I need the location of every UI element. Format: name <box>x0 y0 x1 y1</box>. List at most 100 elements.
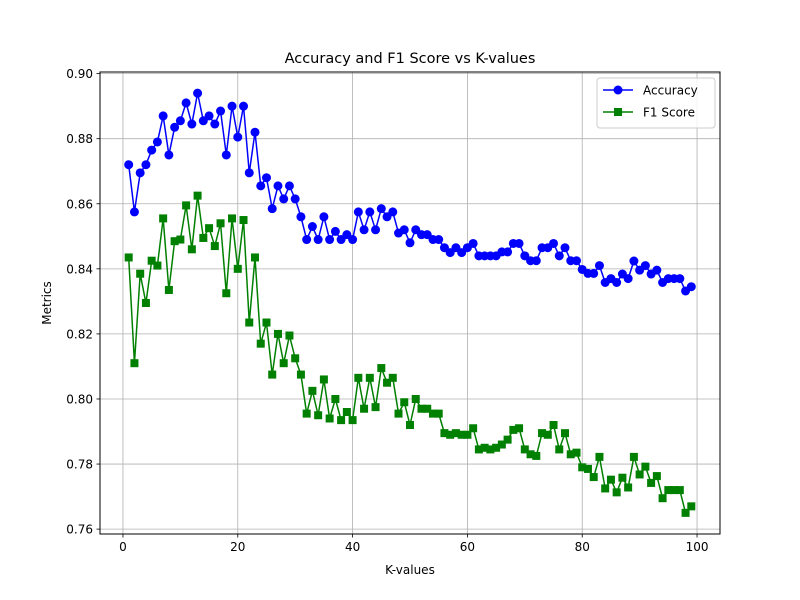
f1-score-point <box>342 407 351 416</box>
f1-score-point <box>687 502 696 511</box>
accuracy-point <box>652 265 662 275</box>
f1-score-point <box>578 463 587 472</box>
accuracy-point <box>279 194 289 204</box>
f1-score-point <box>314 411 323 420</box>
accuracy-point <box>640 261 650 271</box>
accuracy-point <box>405 238 415 248</box>
accuracy-point <box>594 261 604 271</box>
f1-score-point <box>664 486 673 495</box>
f1-score-point <box>509 425 518 434</box>
accuracy-point <box>129 207 139 217</box>
accuracy-point <box>623 274 633 284</box>
f1-score-point <box>520 445 529 454</box>
f1-score-point <box>124 253 133 262</box>
accuracy-point <box>290 194 300 204</box>
y-tick-label: 0.80 <box>66 392 93 406</box>
accuracy-point <box>273 181 283 191</box>
accuracy-point <box>187 119 197 129</box>
chart-title: Accuracy and F1 Score vs K-values <box>285 51 536 67</box>
f1-score-point <box>273 329 282 338</box>
accuracy-point <box>399 225 409 235</box>
accuracy-point <box>147 145 157 155</box>
accuracy-point <box>319 212 329 222</box>
accuracy-point <box>124 160 134 170</box>
f1-score-point <box>463 430 472 439</box>
f1-score-point <box>233 264 242 273</box>
accuracy-point <box>313 235 323 245</box>
f1-score-point <box>176 235 185 244</box>
f1-score-point <box>480 443 489 452</box>
accuracy-point <box>216 106 226 116</box>
accuracy-point <box>503 247 513 257</box>
f1-score-point <box>400 398 409 407</box>
f1-score-point <box>434 409 443 418</box>
f1-score-point <box>457 430 466 439</box>
f1-score-point <box>406 421 414 430</box>
f1-score-point <box>423 404 432 413</box>
x-tick-label: 0 <box>119 540 127 554</box>
accuracy-point <box>302 235 312 245</box>
accuracy-point <box>589 268 599 278</box>
f1-score-point <box>388 373 397 382</box>
f1-score-point <box>251 253 259 262</box>
f1-score-point <box>216 219 225 228</box>
accuracy-point <box>239 101 249 111</box>
f1-score-point <box>555 445 564 454</box>
legend-accuracy-label: Accuracy <box>643 84 698 98</box>
f1-score-point <box>612 488 621 497</box>
x-axis-label: K-values <box>385 563 435 577</box>
f1-score-point <box>296 370 305 379</box>
f1-score-point <box>440 429 449 438</box>
f1-score-point <box>497 440 506 449</box>
accuracy-point <box>261 173 271 183</box>
series-layer <box>124 88 696 517</box>
f1-score-point <box>360 404 369 413</box>
accuracy-point <box>284 181 294 191</box>
accuracy-point <box>152 137 162 147</box>
accuracy-point <box>250 127 260 137</box>
accuracy-point <box>175 116 185 126</box>
f1-score-point <box>647 478 656 487</box>
plot-area-frame <box>99 71 721 535</box>
accuracy-point <box>164 150 174 160</box>
f1-score-point <box>193 191 202 200</box>
f1-score-point <box>641 462 650 471</box>
y-tick-label: 0.88 <box>66 132 93 146</box>
accuracy-point <box>514 238 524 248</box>
f1-score-point <box>279 359 288 368</box>
accuracy-point <box>554 251 564 261</box>
accuracy-point <box>359 225 369 235</box>
f1-score-point <box>331 394 340 403</box>
f1-score-point <box>618 473 627 482</box>
f1-score-point <box>239 216 248 225</box>
f1-score-point <box>417 404 426 413</box>
legend-f1-marker <box>614 108 622 116</box>
f1-score-point <box>141 299 150 307</box>
y-tick-label: 0.76 <box>66 523 93 537</box>
accuracy-point <box>388 207 398 217</box>
f1-score-point <box>583 464 592 473</box>
y-tick-label: 0.86 <box>66 197 93 211</box>
f1-score-point <box>635 470 644 479</box>
f1-score-point <box>222 289 231 298</box>
f1-score-point <box>245 318 254 327</box>
f1-score-point <box>451 429 460 438</box>
f1-score-point <box>601 484 610 493</box>
accuracy-point <box>612 278 622 288</box>
legend-f1-label: F1 Score <box>643 106 695 120</box>
f1-score-point <box>371 403 380 412</box>
legend: Accuracy F1 Score <box>596 77 716 129</box>
x-tick-label: 100 <box>686 540 709 554</box>
f1-score-point <box>561 429 569 438</box>
accuracy-point <box>434 235 444 245</box>
y-tick-label: 0.78 <box>66 458 93 472</box>
f1-score-point <box>325 414 334 423</box>
f1-score-point <box>492 443 501 452</box>
f1-score-point <box>474 445 483 454</box>
f1-score-point <box>228 214 237 223</box>
f1-score-point <box>572 448 581 457</box>
f1-score-point <box>549 421 558 430</box>
accuracy-point <box>560 243 570 253</box>
f1-score-point <box>595 452 604 461</box>
accuracy-point <box>210 119 220 129</box>
